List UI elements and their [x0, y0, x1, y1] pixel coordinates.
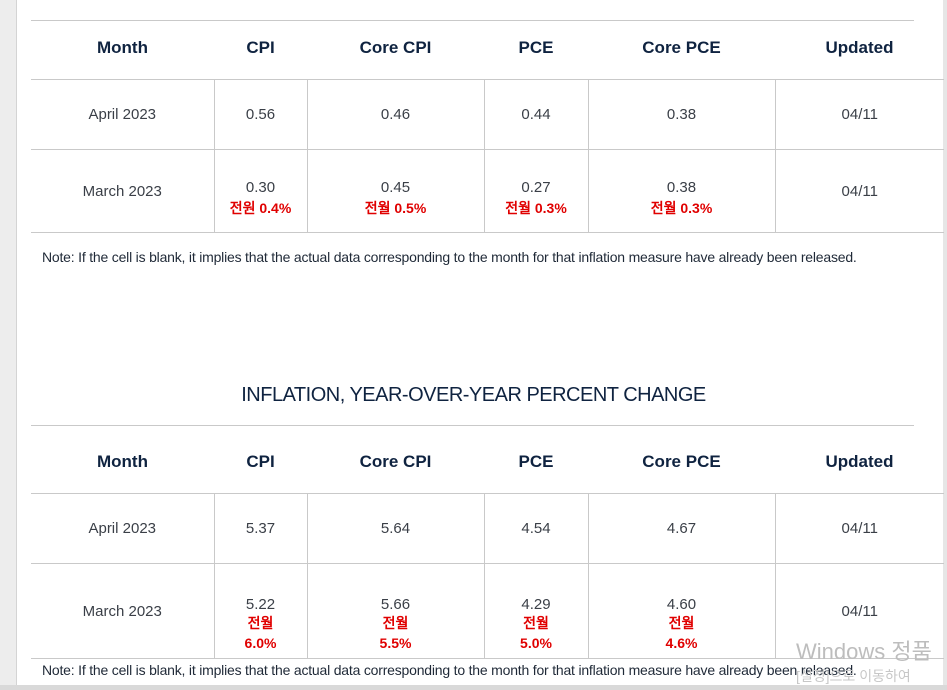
cell-updated: 04/11 [774, 493, 944, 564]
prior-month-label: 전월 [247, 614, 274, 631]
table-note: Note: If the cell is blank, it implies t… [42, 662, 857, 678]
yoy-inflation-table: Month CPI Core CPI PCE Core PCE Updated … [31, 430, 944, 659]
windows-activation-watermark: Windows 정품 [796, 639, 932, 664]
cell-month: April 2023 [31, 79, 214, 150]
prior-month-value: 4.6% [665, 634, 698, 651]
column-header-core-cpi: Core CPI [307, 430, 484, 494]
cell-core-cpi: 0.46 [306, 79, 484, 150]
cell-updated: 04/11 [774, 563, 944, 659]
mom-inflation-table: Month CPI Core CPI PCE Core PCE Updated … [31, 16, 944, 233]
cell-pce: 0.44 [483, 79, 588, 150]
table-note: Note: If the cell is blank, it implies t… [42, 249, 857, 265]
column-header-month: Month [31, 16, 214, 80]
table-row: March 2023 5.22 전월 6.0% 5.66 전월 5.5% 4.2… [31, 563, 944, 659]
cell-core-cpi: 0.45 전월 0.5% [306, 149, 484, 233]
cell-pce: 0.27 전월 0.3% [483, 149, 588, 233]
column-header-core-pce: Core PCE [588, 430, 775, 494]
column-header-cpi: CPI [214, 430, 307, 494]
column-header-cpi: CPI [214, 16, 307, 80]
window-bottom-frame [0, 685, 947, 690]
prior-month-value: 6.0% [244, 634, 277, 651]
cell-month: April 2023 [31, 493, 214, 564]
prior-month-annotation: 전월 0.3% [505, 199, 567, 216]
column-header-pce: PCE [484, 16, 588, 80]
column-header-pce: PCE [484, 430, 588, 494]
prior-month-annotation: 전원 0.4% [229, 199, 292, 216]
cell-pce: 4.29 전월 5.0% [483, 563, 588, 659]
prior-month-value: 5.5% [379, 634, 412, 651]
prior-month-value: 5.0% [520, 634, 552, 651]
prior-month-label: 전월 [668, 614, 695, 631]
window-right-frame [943, 0, 947, 690]
column-header-core-pce: Core PCE [588, 16, 775, 80]
table-header-row: Month CPI Core CPI PCE Core PCE Updated [31, 16, 944, 80]
table-top-divider [31, 425, 914, 426]
cell-cpi: 0.56 [213, 79, 307, 150]
cell-core-pce: 0.38 [587, 79, 775, 150]
cell-core-cpi: 5.64 [306, 493, 484, 564]
table-header-row: Month CPI Core CPI PCE Core PCE Updated [31, 430, 944, 494]
table-row: April 2023 5.37 5.64 4.54 4.67 04/11 [31, 493, 944, 564]
cell-month: March 2023 [31, 149, 214, 233]
prior-month-annotation: 전월 0.5% [364, 199, 427, 216]
column-header-updated: Updated [775, 430, 944, 494]
cell-core-pce: 4.60 전월 4.6% [587, 563, 775, 659]
table-row: March 2023 0.30 전원 0.4% 0.45 전월 0.5% 0.2… [31, 149, 944, 233]
cell-pce: 4.54 [483, 493, 588, 564]
prior-month-annotation: 전월 0.3% [650, 199, 713, 216]
windows-activation-subtext: [설정]으로 이동하여 [796, 668, 911, 684]
table-row: April 2023 0.56 0.46 0.44 0.38 04/11 [31, 79, 944, 150]
cell-cpi: 0.30 전원 0.4% [213, 149, 307, 233]
prior-month-label: 전월 [523, 614, 549, 631]
cell-updated: 04/11 [774, 79, 944, 150]
cell-cpi: 5.37 [213, 493, 307, 564]
cell-month: March 2023 [31, 563, 214, 659]
window-left-frame [0, 0, 17, 690]
cell-cpi: 5.22 전월 6.0% [213, 563, 307, 659]
prior-month-label: 전월 [382, 614, 409, 631]
cell-core-cpi: 5.66 전월 5.5% [306, 563, 484, 659]
column-header-month: Month [31, 430, 214, 494]
cell-core-pce: 4.67 [587, 493, 775, 564]
column-header-core-cpi: Core CPI [307, 16, 484, 80]
section-title: INFLATION, YEAR-OVER-YEAR PERCENT CHANGE [241, 384, 706, 406]
cell-updated: 04/11 [774, 149, 944, 233]
column-header-updated: Updated [775, 16, 944, 80]
cell-core-pce: 0.38 전월 0.3% [587, 149, 775, 233]
